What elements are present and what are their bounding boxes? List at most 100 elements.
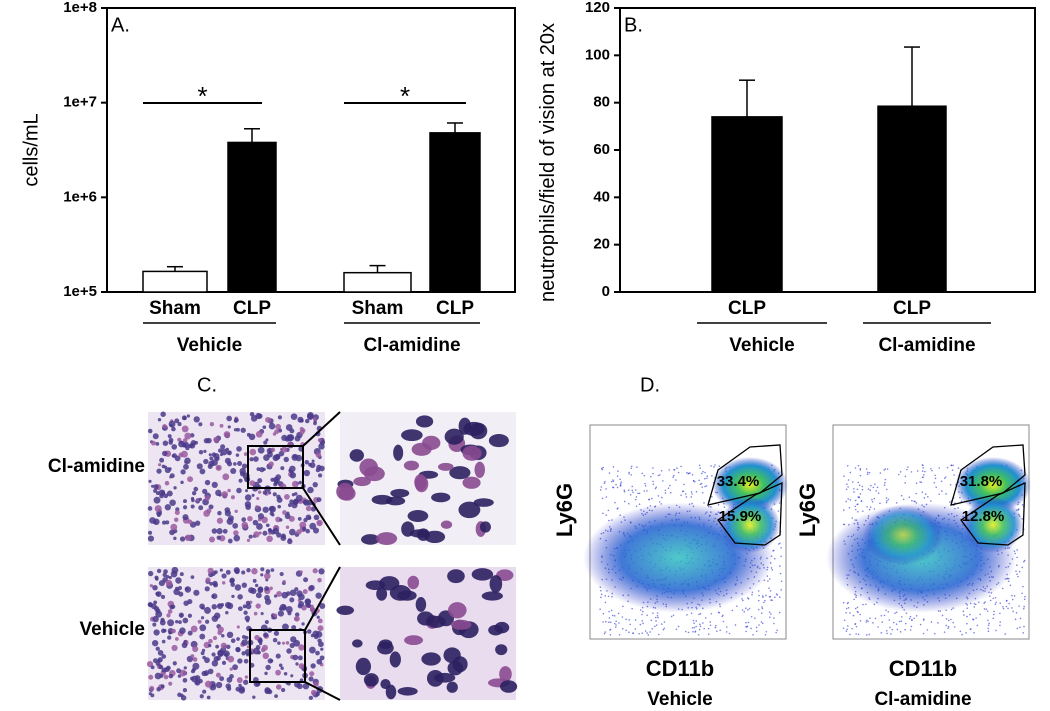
cell [183, 666, 187, 670]
event [736, 605, 738, 607]
event [849, 499, 852, 501]
event [604, 601, 607, 604]
event [656, 612, 659, 614]
cell [168, 420, 176, 428]
cell [152, 615, 159, 623]
cell [289, 589, 297, 597]
event [767, 580, 769, 582]
event [904, 628, 906, 631]
event [652, 467, 654, 469]
event [765, 630, 768, 633]
event [854, 607, 857, 610]
event [635, 505, 638, 508]
cell [315, 452, 322, 458]
cell [190, 625, 198, 633]
event [843, 619, 846, 622]
event [992, 597, 995, 600]
cell [269, 586, 273, 591]
cell [289, 528, 296, 536]
cell [199, 633, 206, 640]
cell [256, 523, 263, 530]
event [947, 625, 950, 628]
cell [307, 629, 312, 634]
cell [199, 694, 204, 699]
event [743, 610, 746, 613]
cell [171, 426, 176, 432]
cell [446, 681, 458, 693]
cell [236, 637, 240, 641]
cell [450, 619, 472, 630]
event [758, 594, 760, 597]
event [1004, 633, 1007, 635]
cell [257, 586, 264, 592]
event [1007, 607, 1009, 610]
event [973, 631, 975, 634]
cell [317, 625, 324, 632]
event [761, 606, 763, 608]
cell [415, 597, 427, 612]
cell [219, 568, 223, 572]
cell [294, 612, 300, 617]
plot-frame [106, 7, 516, 293]
event [714, 626, 717, 629]
event [868, 508, 871, 511]
event [630, 474, 633, 476]
cell [318, 443, 325, 450]
cell [295, 494, 303, 502]
cell [156, 513, 161, 517]
cell [222, 473, 230, 481]
cell [157, 657, 163, 663]
event [1021, 566, 1024, 569]
cell [303, 577, 309, 583]
event [945, 618, 948, 620]
cell [248, 433, 256, 441]
cell [220, 453, 224, 457]
event [658, 474, 661, 476]
event [690, 491, 693, 493]
event [646, 614, 648, 617]
event [941, 614, 944, 617]
event [643, 490, 646, 492]
cell [177, 422, 182, 427]
cell [232, 522, 239, 529]
event [913, 500, 915, 503]
event [698, 479, 700, 482]
event [682, 490, 685, 493]
event [1015, 570, 1017, 572]
event [612, 466, 615, 468]
event [675, 479, 677, 481]
cell [274, 429, 280, 435]
event [965, 632, 967, 634]
cell [190, 575, 195, 579]
event [768, 611, 771, 613]
cell [290, 636, 297, 643]
cell [166, 490, 173, 497]
cell [285, 591, 291, 596]
event [690, 496, 693, 498]
event [603, 632, 606, 635]
cell [233, 462, 237, 466]
cell [462, 445, 482, 461]
cell [263, 632, 269, 638]
event [853, 598, 855, 601]
event [673, 474, 675, 477]
cell [349, 449, 365, 462]
cell [262, 506, 269, 513]
cell [256, 496, 260, 501]
event [921, 491, 924, 493]
cell [167, 619, 175, 627]
cell [148, 479, 152, 483]
cell [179, 536, 186, 542]
event [607, 595, 610, 598]
cell [162, 424, 167, 429]
cell [216, 535, 222, 540]
event [683, 483, 685, 486]
cell [298, 644, 305, 651]
event [600, 596, 602, 599]
cell [488, 433, 509, 448]
cell [256, 467, 261, 472]
event [866, 473, 869, 476]
cell [235, 646, 241, 653]
cell [221, 660, 227, 665]
cell [401, 429, 423, 442]
